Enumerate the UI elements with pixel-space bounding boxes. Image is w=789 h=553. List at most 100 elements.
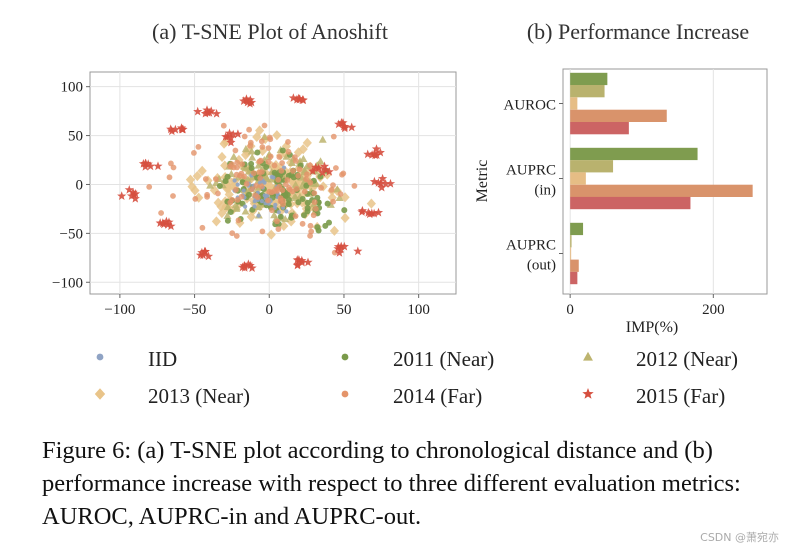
tsne-point bbox=[124, 185, 134, 194]
bar-mark bbox=[570, 271, 578, 285]
tsne-point bbox=[351, 183, 358, 189]
legend-label: 2014 (Far) bbox=[393, 384, 482, 408]
bar-category-label: AUROC bbox=[503, 98, 556, 114]
bar-category-label: AUPRC bbox=[506, 238, 556, 254]
tsne-point bbox=[259, 228, 266, 235]
tsne-point bbox=[241, 188, 246, 193]
tsne-point bbox=[146, 184, 153, 190]
tsne-point bbox=[284, 209, 289, 214]
tsne-point bbox=[363, 207, 373, 217]
tsne-point bbox=[353, 246, 363, 256]
tsne-point bbox=[363, 149, 373, 159]
tsne-xtick-label: 100 bbox=[407, 302, 430, 318]
tsne-point bbox=[295, 172, 302, 179]
tsne-panel: (a) T-SNE Plot of Anoshift −100 −50 0 50 100… bbox=[52, 19, 457, 318]
tsne-point bbox=[200, 108, 210, 118]
tsne-point bbox=[249, 186, 255, 193]
tsne-point bbox=[298, 144, 308, 155]
tsne-point bbox=[219, 138, 229, 149]
tsne-point bbox=[293, 147, 304, 158]
tsne-point bbox=[224, 173, 231, 180]
bar-mark bbox=[570, 160, 614, 173]
tsne-point bbox=[202, 105, 212, 114]
tsne-point bbox=[320, 165, 331, 174]
tsne-points bbox=[117, 93, 396, 272]
bar-plot-area bbox=[562, 68, 768, 295]
tsne-point bbox=[237, 262, 248, 272]
tsne-point bbox=[267, 153, 274, 160]
tsne-point bbox=[302, 137, 312, 148]
tsne-xtick-label: 0 bbox=[266, 302, 274, 318]
tsne-point bbox=[279, 220, 289, 232]
tsne-point bbox=[266, 188, 273, 195]
tsne-point bbox=[284, 177, 291, 183]
tsne-point bbox=[246, 126, 253, 133]
tsne-point bbox=[330, 198, 336, 205]
tsne-point bbox=[333, 165, 339, 171]
tsne-point bbox=[238, 170, 245, 177]
bar-title: (b) Performance Increase bbox=[527, 19, 749, 44]
tsne-point bbox=[239, 161, 246, 168]
tsne-point bbox=[292, 213, 299, 220]
tsne-ticks: −100 −50 0 50 100 100 50 0 −50 −100 bbox=[52, 80, 430, 318]
tsne-point bbox=[232, 178, 237, 183]
tsne-point bbox=[206, 181, 215, 189]
watermark: CSDN @萧宛亦 bbox=[700, 531, 779, 544]
tsne-point bbox=[333, 185, 342, 193]
tsne-point bbox=[285, 196, 292, 203]
figure-canvas: (a) T-SNE Plot of Anoshift −100 −50 0 50 100… bbox=[52, 19, 768, 408]
tsne-point bbox=[158, 210, 165, 216]
tsne-point bbox=[227, 209, 234, 215]
tsne-point bbox=[298, 95, 308, 105]
tsne-point bbox=[340, 122, 350, 131]
tsne-point bbox=[277, 213, 284, 220]
tsne-point bbox=[280, 197, 286, 204]
tsne-point bbox=[288, 93, 298, 102]
tsne-point bbox=[291, 192, 299, 200]
tsne-point bbox=[233, 171, 240, 178]
bar-category-label: (in) bbox=[534, 183, 556, 199]
tsne-point bbox=[167, 126, 177, 136]
tsne-point bbox=[285, 139, 291, 145]
tsne-point bbox=[255, 125, 265, 136]
tsne-point bbox=[304, 171, 310, 178]
tsne-point bbox=[204, 193, 211, 200]
legend-label: IID bbox=[148, 347, 177, 371]
tsne-point bbox=[212, 108, 222, 118]
tsne-point bbox=[265, 197, 271, 204]
tsne-point bbox=[312, 205, 319, 212]
tsne-point bbox=[140, 158, 150, 168]
bar-mark bbox=[570, 172, 586, 185]
tsne-xtick-label: −50 bbox=[183, 302, 206, 318]
tsne-point bbox=[233, 186, 239, 193]
tsne-point bbox=[229, 230, 236, 237]
bar-mark bbox=[570, 72, 608, 86]
tsne-point bbox=[279, 160, 285, 166]
tsne-point bbox=[369, 176, 379, 186]
tsne-point bbox=[259, 199, 264, 204]
tsne-point bbox=[235, 182, 240, 187]
tsne-point bbox=[257, 175, 264, 181]
tsne-point bbox=[131, 189, 141, 198]
tsne-point bbox=[276, 154, 283, 160]
tsne-ytick-label: 0 bbox=[76, 177, 84, 193]
tsne-point bbox=[252, 204, 257, 209]
tsne-point bbox=[176, 123, 187, 132]
tsne-point bbox=[385, 178, 396, 188]
legend-label: 2015 (Far) bbox=[636, 384, 725, 408]
tsne-point bbox=[252, 131, 262, 143]
bar-mark bbox=[570, 196, 691, 210]
tsne-point bbox=[243, 259, 253, 269]
tsne-point bbox=[226, 137, 236, 147]
tsne-point bbox=[339, 171, 345, 178]
tsne-point bbox=[247, 97, 257, 107]
tsne-point bbox=[377, 182, 387, 192]
tsne-point bbox=[336, 244, 346, 254]
tsne-point bbox=[166, 221, 176, 231]
tsne-point bbox=[224, 217, 231, 224]
tsne-point bbox=[243, 97, 253, 107]
tsne-point bbox=[266, 134, 273, 141]
tsne-point bbox=[216, 183, 223, 189]
tsne-point bbox=[266, 229, 276, 240]
tsne-point bbox=[307, 222, 314, 229]
